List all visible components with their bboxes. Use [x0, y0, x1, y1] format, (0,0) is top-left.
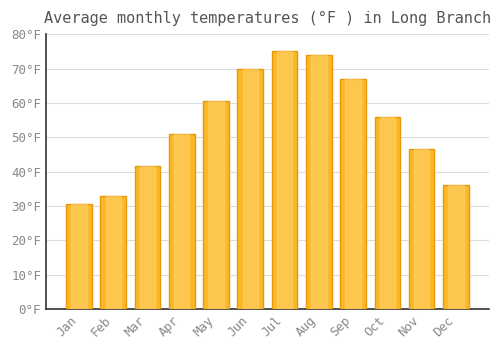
- Bar: [169, 134, 194, 309]
- Bar: [306, 55, 332, 309]
- Bar: [277, 51, 292, 309]
- Bar: [238, 69, 263, 309]
- Bar: [242, 69, 258, 309]
- Bar: [208, 101, 224, 309]
- Bar: [448, 185, 464, 309]
- Bar: [174, 134, 190, 309]
- Bar: [414, 149, 430, 309]
- Bar: [374, 117, 400, 309]
- Bar: [100, 196, 126, 309]
- Bar: [340, 79, 366, 309]
- Bar: [409, 149, 434, 309]
- Bar: [203, 101, 229, 309]
- Bar: [380, 117, 395, 309]
- Title: Average monthly temperatures (°F ) in Long Branch: Average monthly temperatures (°F ) in Lo…: [44, 11, 491, 26]
- Bar: [71, 204, 86, 309]
- Bar: [311, 55, 326, 309]
- Bar: [272, 51, 297, 309]
- Bar: [66, 204, 92, 309]
- Bar: [346, 79, 361, 309]
- Bar: [140, 167, 155, 309]
- Bar: [106, 196, 121, 309]
- Bar: [134, 167, 160, 309]
- Bar: [443, 185, 469, 309]
